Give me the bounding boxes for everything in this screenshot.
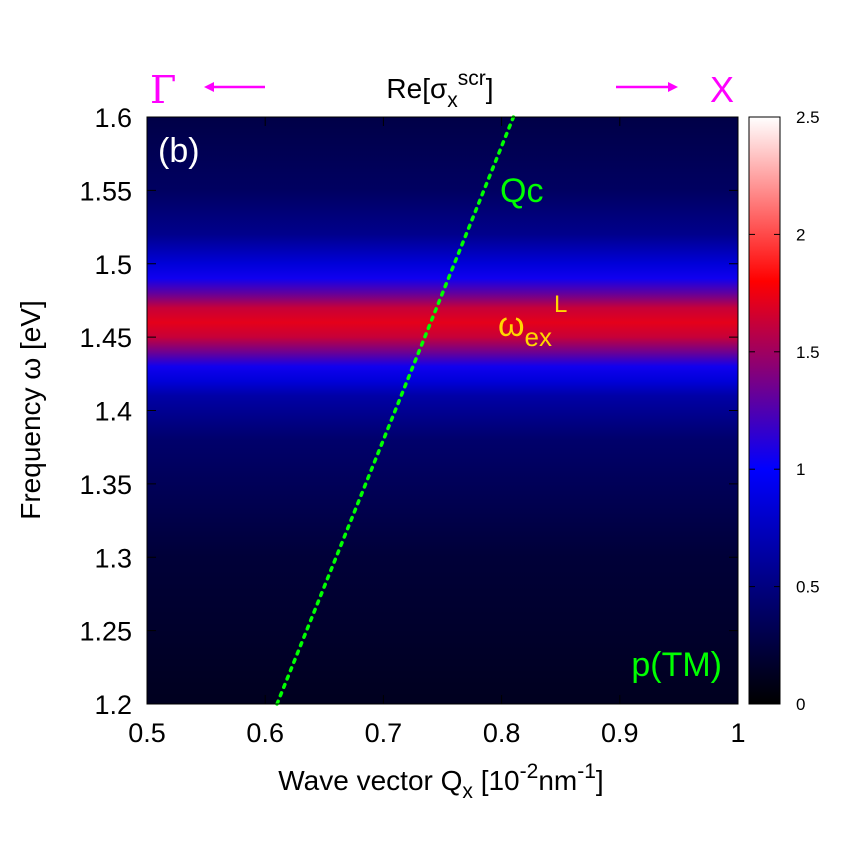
x-axis-label: Wave vector Qx [10-2nm-1] <box>278 760 603 803</box>
y-tick-label: 1.4 <box>94 397 132 427</box>
colorbar-tick-label: 1.5 <box>796 343 820 362</box>
arrow-right-icon <box>616 82 678 92</box>
x-axis-ticks: 0.5 0.6 0.7 0.8 0.9 1 <box>128 117 746 748</box>
colorbar-tick-label: 2 <box>796 225 805 244</box>
colorbar-tick-label: 1 <box>796 460 805 479</box>
heatmap-area <box>147 117 738 704</box>
light-line-label: Qc <box>500 172 543 210</box>
y-tick-label: 1.2 <box>94 690 132 720</box>
gamma-point-label: Γ <box>150 68 176 112</box>
colorbar-tick-label: 2.5 <box>796 108 820 127</box>
x-tick-label: 0.6 <box>246 718 284 748</box>
y-tick-label: 1.6 <box>94 103 132 133</box>
x-tick-label: 0.7 <box>365 718 403 748</box>
x-tick-label: 0.5 <box>128 718 166 748</box>
colorbar <box>748 116 781 705</box>
light-line-qc <box>275 115 516 706</box>
y-tick-label: 1.5 <box>94 250 132 280</box>
y-tick-label: 1.25 <box>79 617 132 647</box>
polarization-label: p(TM) <box>631 646 722 684</box>
x-point-label: X <box>710 69 734 110</box>
colorbar-ticks: 0 0.5 1 1.5 2 2.5 <box>749 108 820 714</box>
y-tick-label: 1.55 <box>79 176 132 206</box>
x-tick-label: 0.8 <box>483 718 521 748</box>
y-tick-label: 1.3 <box>94 543 132 573</box>
y-axis-label: Frequency ω [eV] <box>15 300 46 520</box>
x-tick-label: 0.9 <box>601 718 639 748</box>
y-tick-label: 1.35 <box>79 470 132 500</box>
panel-label: (b) <box>158 132 200 170</box>
arrow-left-icon <box>204 82 265 92</box>
x-tick-label: 1 <box>730 718 745 748</box>
chart-title: Re[σxscr] <box>386 67 493 112</box>
exciton-label: ωexL <box>498 291 567 352</box>
colorbar-tick-label: 0 <box>796 695 805 714</box>
colorbar-tick-label: 0.5 <box>796 578 820 597</box>
y-axis-ticks: 1.2 1.25 1.3 1.35 1.4 1.45 1.5 1.55 1.6 <box>79 103 738 720</box>
y-tick-label: 1.45 <box>79 323 132 353</box>
